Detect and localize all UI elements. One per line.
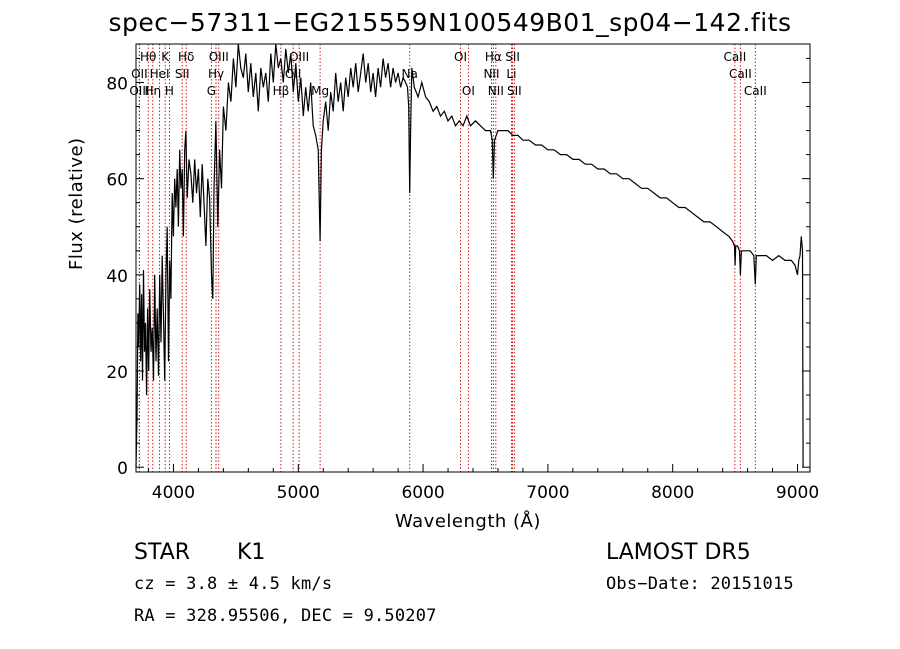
x-axis-label: Wavelength (Å) — [395, 511, 541, 532]
y-tick-label: 0 — [117, 459, 128, 479]
marker-label: Hγ — [208, 67, 224, 81]
marker-label: Hδ — [178, 50, 194, 64]
marker-label: Li — [506, 67, 516, 81]
marker-label: Na — [402, 67, 418, 81]
y-tick-label: 80 — [106, 74, 128, 94]
survey-name: LAMOST DR5 — [606, 540, 751, 565]
marker-label: K — [161, 50, 170, 64]
redshift-cz: cz = 3.8 ± 4.5 km/s — [134, 574, 333, 594]
marker-label: OIII — [289, 50, 309, 64]
x-tick-label: 8000 — [651, 483, 694, 503]
plot-frame — [135, 43, 811, 473]
y-tick-label: 60 — [106, 171, 128, 191]
x-axis-ticks: 4000 5000 6000 7000 8000 9000 — [147, 464, 819, 503]
x-tick-label: 5000 — [277, 483, 320, 503]
marker-label: SII — [175, 67, 190, 81]
marker-label: Hβ — [273, 84, 290, 98]
spectral-line-markers — [138, 44, 756, 472]
object-subclass: K1 — [237, 540, 266, 565]
x-tick-label: 6000 — [401, 483, 444, 503]
coordinates: RA = 328.95506, DEC = 9.50207 — [134, 606, 437, 626]
marker-label: OIII — [129, 84, 149, 98]
y-tick-label: 40 — [106, 267, 128, 287]
marker-label: CaII — [723, 50, 746, 64]
marker-label: SII — [505, 50, 520, 64]
marker-label: CaII — [744, 84, 767, 98]
marker-label: G — [207, 84, 216, 98]
observation-date: Obs−Date: 20151015 — [606, 574, 794, 594]
marker-label: H — [165, 84, 174, 98]
marker-label: Hα — [485, 50, 502, 64]
marker-label: SII — [507, 84, 522, 98]
marker-label: Mg — [311, 84, 329, 98]
marker-label: NII — [483, 67, 499, 81]
marker-label: OIII — [209, 50, 229, 64]
marker-label: CaII — [729, 67, 752, 81]
chart-title: spec−57311−EG215559N100549B01_sp04−142.f… — [108, 8, 792, 37]
marker-label: OI — [462, 84, 475, 98]
spectrum-line — [135, 43, 804, 468]
y-tick-label: 20 — [106, 363, 128, 383]
marker-label: OI — [454, 50, 467, 64]
marker-label: HeI — [150, 67, 170, 81]
marker-label: OII — [131, 67, 148, 81]
marker-label: NII — [488, 84, 504, 98]
y-axis-label: Flux (relative) — [66, 137, 87, 270]
x-tick-label: 9000 — [776, 483, 819, 503]
object-class: STAR — [134, 540, 191, 565]
x-tick-label: 7000 — [526, 483, 569, 503]
marker-label: Hη — [145, 84, 162, 98]
y-axis-ticks: 0 20 40 60 80 — [106, 57, 810, 479]
x-tick-label: 4000 — [152, 483, 195, 503]
marker-label: Hθ — [140, 50, 156, 64]
